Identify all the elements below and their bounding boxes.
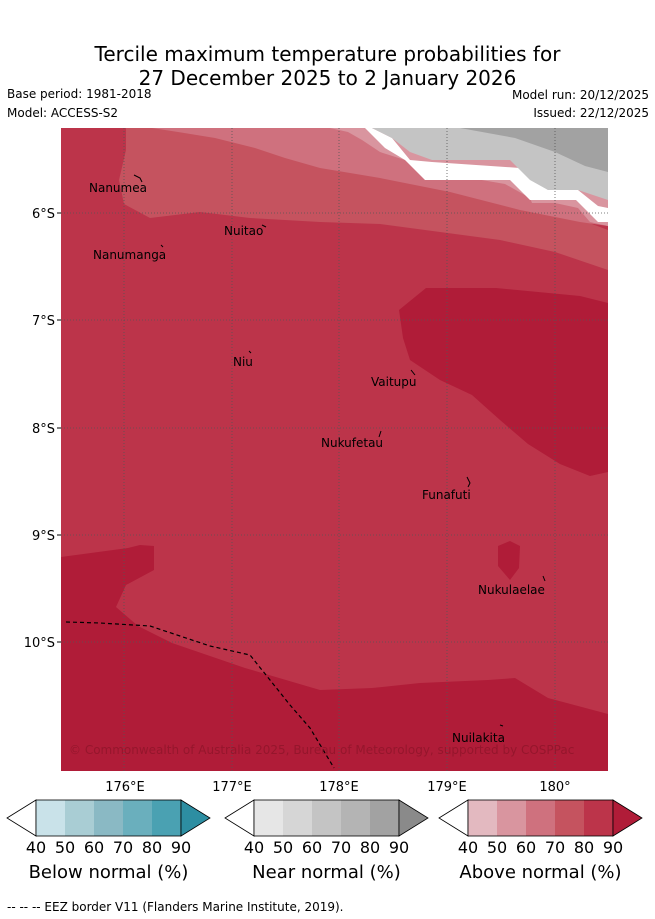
- band-below-40: [330, 128, 608, 222]
- colorbar-near-segment: [254, 800, 283, 836]
- colorbar-below-tick: 40: [26, 838, 46, 857]
- colorbar-above-segment: [555, 800, 584, 836]
- island-niu: [248, 350, 252, 354]
- place-nuilakita: Nuilakita: [452, 731, 505, 745]
- island-nukulaelae: [542, 575, 546, 582]
- colorbar-near-tick: 90: [389, 838, 409, 857]
- band-near-normal-80: [460, 128, 608, 172]
- colorbar-near-segment: [283, 800, 312, 836]
- colorbar-near-tick: 40: [244, 838, 264, 857]
- colorbar-above-label: Above normal (%): [459, 862, 622, 883]
- colorbar-below-segment: [36, 800, 65, 836]
- colorbar-near-extend-high: [398, 799, 429, 837]
- colorbar-near-label: Near normal (%): [252, 862, 401, 883]
- lon-label-179: 179°E: [427, 780, 467, 795]
- colorbar-above-tick: 80: [574, 838, 594, 857]
- issued-date: Issued: 22/12/2025: [533, 106, 649, 120]
- colorbar-below-segment: [152, 800, 181, 836]
- place-nukulaelae: Nukulaelae: [478, 583, 545, 597]
- colorbar-below-label: Below normal (%): [28, 862, 189, 883]
- colorbar-below-segment: [65, 800, 94, 836]
- place-nuitao: Nuitao: [224, 224, 263, 238]
- colorbar-above-segment: [497, 800, 526, 836]
- model-run: Model run: 20/12/2025: [511, 88, 649, 102]
- place-vaitupu: Vaitupu: [371, 375, 417, 389]
- colorbar-above-tick: 50: [487, 838, 507, 857]
- colorbar-near-segment: [370, 800, 399, 836]
- island-funafuti: [466, 476, 471, 488]
- colorbars: 40 50 60 70 80 90 40 50 60 70 80 90 40 50 60 70 80 90: [6, 799, 643, 857]
- lon-label-178: 178°E: [319, 780, 359, 795]
- colorbar-near-tick: 70: [331, 838, 351, 857]
- model-name: Model: ACCESS-S2: [7, 106, 119, 120]
- lon-labels: 176°E 177°E 178°E 179°E 180°: [105, 780, 570, 795]
- colorbar-below-extend-low: [6, 799, 37, 837]
- gridlines: [61, 128, 608, 771]
- band-above-90-south: [61, 545, 608, 771]
- lat-label-9s: 9°S: [32, 529, 55, 544]
- place-nanumea: Nanumea: [89, 181, 147, 195]
- band-above-90-east: [399, 288, 608, 476]
- lat-label-10s: 10°S: [24, 636, 55, 651]
- place-nukufetau: Nukufetau: [321, 436, 383, 450]
- title-line-2: 27 December 2025 to 2 January 2026: [138, 66, 517, 90]
- colorbar-above-tick: 40: [458, 838, 478, 857]
- colorbar-above-segment: [584, 800, 613, 836]
- lon-label-176: 176°E: [105, 780, 145, 795]
- place-nanumanga: Nanumanga: [93, 248, 166, 262]
- colorbar-below-tick: 80: [142, 838, 162, 857]
- colorbar-above-segment: [468, 800, 497, 836]
- colorbar-above-tick: 60: [516, 838, 536, 857]
- colorbar-below-extend-high: [180, 799, 211, 837]
- lat-label-6s: 6°S: [32, 207, 55, 222]
- place-funafuti: Funafuti: [422, 488, 471, 502]
- colorbar-below-tick: 70: [113, 838, 133, 857]
- band-70-80: [119, 128, 608, 270]
- eez-border: [65, 621, 335, 769]
- eez-footnote: -- -- -- EEZ border V11 (Flanders Marine…: [7, 900, 344, 914]
- colorbar-above-tick: 70: [545, 838, 565, 857]
- band-above-90-blob: [498, 541, 520, 580]
- lat-label-8s: 8°S: [32, 422, 55, 437]
- map-region: [61, 128, 608, 771]
- island-nuilakita: [499, 724, 504, 727]
- place-labels: Nanumea Nuitao Nanumanga Niu Vaitupu Nuk…: [89, 181, 545, 745]
- colorbar-below-tick: 60: [84, 838, 104, 857]
- island-nanumea: [133, 174, 143, 183]
- colorbar-near-segment: [312, 800, 341, 836]
- island-marks: [133, 174, 546, 727]
- lon-label-177: 177°E: [212, 780, 252, 795]
- island-nanumanga: [160, 244, 164, 248]
- title-line-1: Tercile maximum temperature probabilitie…: [94, 42, 561, 66]
- colorbar-near-tick: 60: [302, 838, 322, 857]
- axis-ticks: [57, 212, 61, 643]
- colorbar-above-extend-high: [612, 799, 643, 837]
- colorbar-above-extend-low: [438, 799, 469, 837]
- colorbar-near-extend-low: [224, 799, 255, 837]
- base-period: Base period: 1981-2018: [7, 87, 152, 101]
- colorbar-above-segment: [526, 800, 555, 836]
- island-nukufetau: [378, 430, 382, 438]
- colorbar-near-tick: 50: [273, 838, 293, 857]
- colorbar-above-tick: 90: [603, 838, 623, 857]
- colorbar-below-segment: [123, 800, 152, 836]
- colorbar-below-tick: 90: [171, 838, 191, 857]
- colorbar-below-tick: 50: [55, 838, 75, 857]
- colorbar-near-tick: 80: [360, 838, 380, 857]
- island-vaitupu: [410, 369, 416, 376]
- lon-label-180: 180°: [539, 780, 570, 795]
- copyright: © Commonwealth of Australia 2025, Bureau…: [69, 743, 574, 757]
- colorbar-below-segment: [94, 800, 123, 836]
- lat-labels: 6°S 7°S 8°S 9°S 10°S: [24, 207, 55, 651]
- colorbar-near-segment: [341, 800, 370, 836]
- lat-label-7s: 7°S: [32, 314, 55, 329]
- island-nuitao: [261, 224, 267, 228]
- place-niu: Niu: [233, 355, 253, 369]
